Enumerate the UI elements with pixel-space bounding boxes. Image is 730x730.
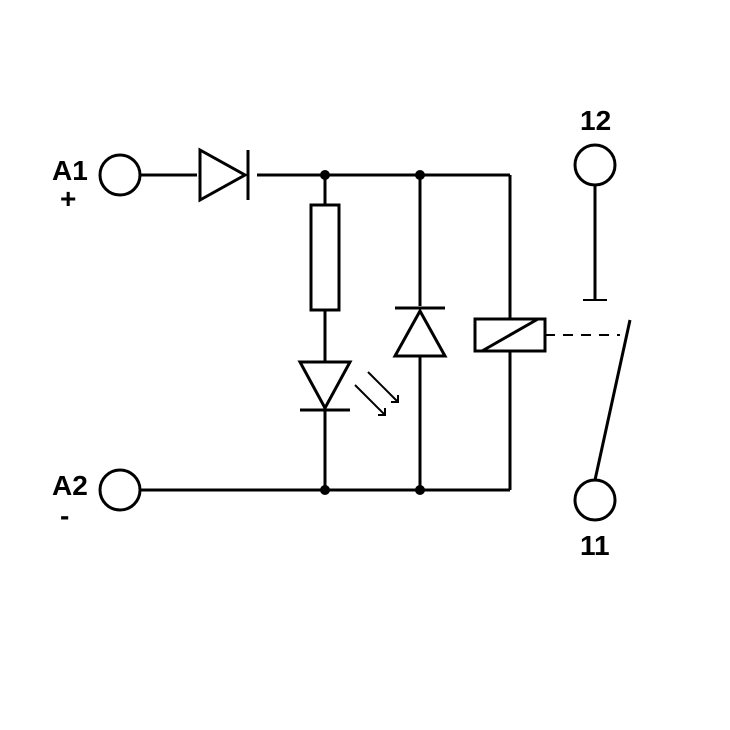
relay-contact: [583, 185, 630, 480]
junction: [415, 170, 425, 180]
led-arrows: [355, 372, 398, 415]
terminal-11: [575, 480, 615, 520]
label-a1: A1: [52, 155, 88, 186]
led: [300, 362, 398, 415]
series-diode: [197, 147, 257, 203]
terminal-12: [575, 145, 615, 185]
label-a2: A2: [52, 470, 88, 501]
terminal-a1: [100, 155, 140, 195]
label-a1-sign: +: [60, 183, 76, 214]
label-12: 12: [580, 105, 611, 136]
flyback-diode: [395, 308, 445, 356]
resistor: [311, 205, 339, 310]
junction: [320, 170, 330, 180]
junction: [320, 485, 330, 495]
relay-schematic: A1 + A2 - 12 11: [0, 0, 730, 730]
junction: [415, 485, 425, 495]
label-11: 11: [580, 530, 610, 561]
relay-coil: [475, 319, 545, 351]
terminal-a2: [100, 470, 140, 510]
label-a2-sign: -: [60, 500, 69, 531]
